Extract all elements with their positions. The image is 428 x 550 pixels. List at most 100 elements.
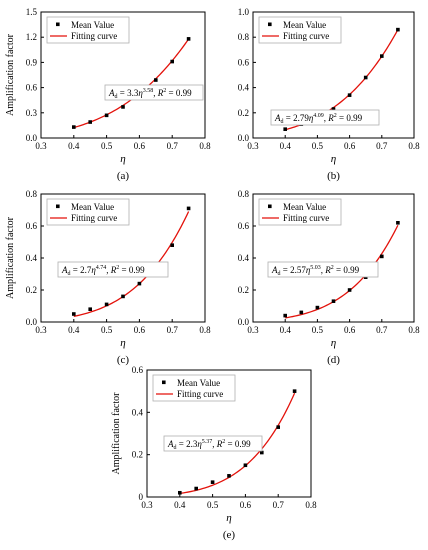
legend-box: [152, 374, 236, 402]
x-tick-label: 0.4: [174, 500, 186, 510]
x-tick-label: 0.6: [240, 500, 252, 510]
y-tick-label: 0.8: [238, 189, 250, 199]
data-point: [186, 37, 191, 41]
data-point: [331, 299, 336, 303]
data-point: [104, 302, 109, 307]
equation-text: Ad = 3.3η3.58, R2 = 0.99: [108, 88, 192, 100]
x-tick-label: 0.5: [207, 500, 219, 510]
data-point: [170, 59, 174, 64]
y-tick-label: 0.0: [238, 133, 250, 143]
fitting-curve: [285, 224, 399, 319]
y-tick-label: 0.8: [238, 32, 250, 42]
data-point: [363, 75, 368, 80]
data-point: [347, 288, 352, 292]
equation-box: [270, 109, 380, 126]
data-point: [88, 307, 92, 311]
plot-frame: [252, 11, 415, 139]
fitting-curve: [179, 392, 296, 495]
data-point: [194, 486, 198, 491]
y-axis-label: Amplification factor: [5, 216, 16, 299]
x-tick-label: 0.5: [312, 325, 324, 335]
x-axis-label: η: [331, 153, 336, 165]
x-tick-label: 0.8: [199, 141, 211, 151]
data-point: [292, 389, 297, 393]
x-axis-label: η: [120, 337, 125, 349]
equation-text: Ad = 2.79η4.09, R2 = 0.99: [274, 113, 363, 125]
panel-label: (b): [327, 170, 340, 182]
data-point: [331, 107, 336, 111]
x-tick-label: 0.5: [101, 141, 113, 151]
data-point: [347, 93, 352, 97]
y-tick-label: 0.2: [132, 450, 143, 460]
y-tick-label: 1.0: [238, 7, 250, 17]
x-tick-label: 0.5: [312, 141, 324, 151]
y-tick-label: 0.9: [26, 57, 38, 67]
x-tick-label: 0.7: [376, 325, 388, 335]
equation-text: Ad = 2.3η5.37, R2 = 0.99: [167, 439, 251, 451]
y-tick-label: 0.2: [26, 285, 37, 295]
y-tick-label: 0.0: [238, 317, 250, 327]
equation-box: [163, 435, 263, 452]
x-tick-label: 0.6: [344, 325, 356, 335]
y-tick-label: 0.6: [238, 57, 250, 67]
x-tick-label: 0.5: [101, 325, 113, 335]
data-point: [260, 450, 264, 455]
data-point: [396, 221, 400, 225]
legend-label-fit: Fitting curve: [283, 31, 329, 41]
chart-panel-2: 0.3 0.4 0.5 0.6 0.7 0.8 0.0 0.2 0.4 0.6 0.8 1.0 η Mea…: [238, 7, 420, 182]
x-tick-label: 0.4: [280, 141, 292, 151]
y-tick-label: 0.0: [26, 317, 38, 327]
legend-label-mean: Mean Value: [283, 202, 326, 212]
legend-label-fit: Fitting curve: [177, 389, 223, 399]
data-point: [243, 463, 248, 468]
x-tick-label: 0.6: [134, 141, 146, 151]
y-tick-label: 0.4: [132, 407, 144, 417]
legend-label-mean: Mean Value: [71, 20, 114, 30]
x-tick-label: 0.3: [35, 325, 47, 335]
legend-label-mean: Mean Value: [71, 202, 114, 212]
x-tick-label: 0.7: [273, 500, 285, 510]
y-axis-label: Amplification factor: [5, 33, 16, 116]
legend-box: [258, 198, 342, 226]
legend-box: [46, 198, 130, 226]
data-point: [186, 206, 191, 211]
y-tick-label: 0.6: [238, 221, 250, 231]
legend-label-fit: Fitting curve: [71, 213, 117, 223]
data-point: [88, 120, 92, 124]
data-point: [72, 125, 76, 129]
equation-box: [57, 261, 169, 278]
panel-label: (a): [117, 170, 130, 182]
panel-label: (e): [223, 529, 236, 541]
plot-frame: [146, 369, 312, 498]
y-tick-label: 0.2: [238, 108, 249, 118]
y-tick-label: 0.3: [26, 108, 38, 118]
data-point: [227, 474, 231, 478]
legend-marker-icon: [268, 204, 272, 209]
data-point: [299, 310, 304, 315]
y-tick-label: 1.2: [26, 32, 37, 42]
data-point: [178, 490, 182, 495]
y-tick-label: 0.4: [26, 253, 38, 263]
plot-frame: [40, 11, 206, 139]
y-tick-label: 1.5: [26, 7, 38, 17]
legend-label-mean: Mean Value: [283, 20, 326, 30]
x-tick-label: 0.7: [167, 141, 179, 151]
x-tick-label: 0.8: [305, 500, 317, 510]
data-point: [396, 27, 400, 32]
y-tick-label: 0.6: [132, 365, 144, 375]
legend-marker-icon: [56, 204, 60, 209]
x-tick-label: 0.3: [141, 500, 153, 510]
data-point: [283, 127, 287, 131]
data-point: [210, 480, 215, 484]
y-tick-label: 0.6: [26, 83, 38, 93]
x-tick-label: 0.7: [376, 141, 388, 151]
legend-marker-icon: [162, 380, 166, 385]
x-tick-label: 0.3: [247, 141, 259, 151]
y-tick-label: 0.4: [238, 253, 250, 263]
y-tick-label: 0.0: [26, 133, 38, 143]
data-point: [137, 281, 142, 286]
x-tick-label: 0.4: [68, 141, 80, 151]
y-axis-label: Amplification factor: [111, 392, 122, 475]
x-tick-label: 0.4: [68, 325, 80, 335]
